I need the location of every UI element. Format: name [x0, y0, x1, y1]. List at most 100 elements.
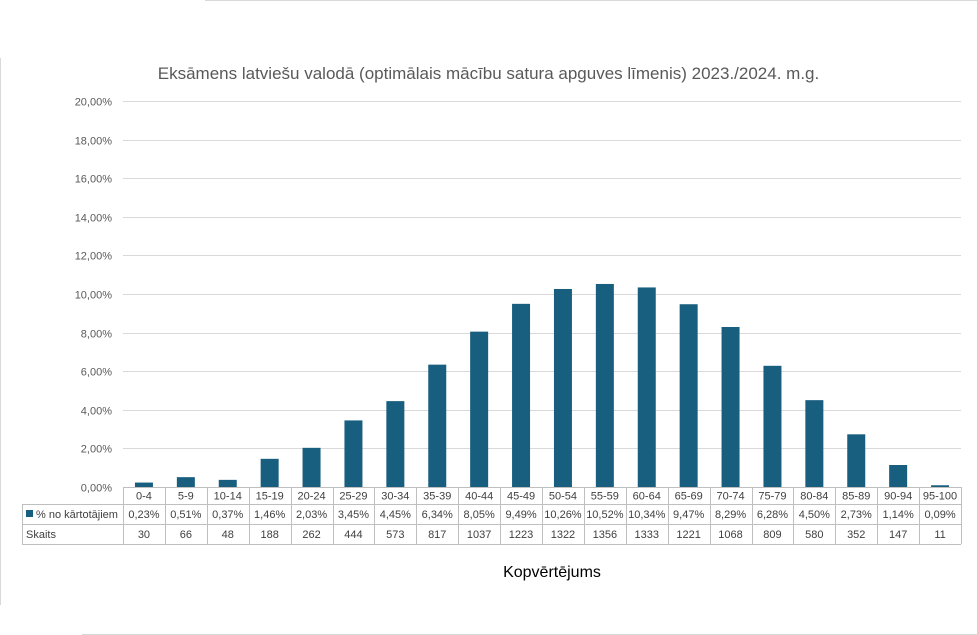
data-label: 10,26% — [544, 509, 582, 521]
y-tick-label: 2,00% — [81, 444, 112, 456]
table-cell: 1221 — [676, 529, 700, 541]
data-table: 0-4 5-9 10-14 15-19 20-24 25-29 30-34 35-39 40-4… — [22, 487, 962, 545]
bar — [428, 364, 447, 487]
table-cell: 580 — [805, 529, 823, 541]
table-cell: 147 — [889, 529, 907, 541]
y-axis-tick-labels: 0,00% 2,00% 4,00% 6,00% 8,00% 10,00% 12,00% 14,… — [75, 97, 113, 495]
x-tick-label: 15-19 — [256, 491, 284, 503]
table-cell: 352 — [847, 529, 865, 541]
data-label: 1,14% — [883, 509, 914, 521]
bar — [302, 447, 321, 487]
x-tick-label: 5-9 — [178, 491, 194, 503]
y-tick-label: 0,00% — [81, 483, 112, 495]
bar — [679, 304, 698, 487]
table-cell: 809 — [763, 529, 781, 541]
data-label: 4,45% — [380, 509, 411, 521]
x-tick-label: 25-29 — [339, 491, 367, 503]
table-cell: 1333 — [635, 529, 659, 541]
bar — [595, 283, 614, 487]
data-label: 2,73% — [841, 509, 872, 521]
data-label: 0,23% — [128, 509, 159, 521]
table-cell: 188 — [260, 529, 278, 541]
legend-swatch — [26, 510, 33, 517]
bar — [805, 400, 824, 487]
data-label: 2,03% — [296, 509, 327, 521]
x-tick-label: 95-100 — [923, 491, 957, 503]
data-label: 3,45% — [338, 509, 369, 521]
bar — [512, 303, 531, 487]
chart-title: Eksāmens latviešu valodā (optimālais māc… — [157, 64, 820, 83]
bar — [931, 485, 950, 487]
bar — [218, 479, 237, 487]
x-tick-label: 55-59 — [591, 491, 619, 503]
data-label: 0,51% — [170, 509, 201, 521]
table-row-label: % no kārtotājiem — [36, 509, 118, 521]
x-tick-label: 20-24 — [297, 491, 325, 503]
table-cell: 817 — [428, 529, 446, 541]
bar — [553, 288, 572, 487]
data-label: 4,50% — [799, 509, 830, 521]
y-tick-label: 6,00% — [81, 367, 112, 379]
table-cell: 262 — [302, 529, 320, 541]
table-cell: 1068 — [718, 529, 742, 541]
table-cell: 66 — [180, 529, 192, 541]
bar — [134, 482, 153, 487]
table-cell: 1356 — [593, 529, 617, 541]
table-cell: 1037 — [467, 529, 491, 541]
x-tick-label: 40-44 — [465, 491, 493, 503]
x-tick-label: 50-54 — [549, 491, 577, 503]
y-tick-label: 14,00% — [75, 213, 113, 225]
table-cell: 1223 — [509, 529, 533, 541]
data-label: 6,34% — [422, 509, 453, 521]
data-label: 1,46% — [254, 509, 285, 521]
data-label: 10,34% — [628, 509, 666, 521]
table-cell: 11 — [934, 529, 945, 541]
data-label: 10,52% — [586, 509, 624, 521]
y-tick-label: 4,00% — [81, 406, 112, 418]
table-cell: 573 — [386, 529, 404, 541]
bar — [847, 434, 866, 487]
table-cell: 444 — [344, 529, 362, 541]
y-tick-label: 8,00% — [81, 329, 112, 341]
x-tick-label: 90-94 — [884, 491, 912, 503]
bar — [260, 458, 279, 487]
bar — [889, 465, 908, 487]
bar — [721, 327, 740, 487]
y-tick-label: 12,00% — [75, 251, 113, 263]
x-tick-label: 70-74 — [716, 491, 744, 503]
data-label: 0,09% — [924, 509, 955, 521]
data-label: 6,28% — [757, 509, 788, 521]
data-label: 9,49% — [505, 509, 536, 521]
x-tick-label: 0-4 — [136, 491, 152, 503]
table-row-label: Skaits — [26, 529, 56, 541]
x-tick-label: 10-14 — [214, 491, 242, 503]
x-tick-label: 80-84 — [800, 491, 828, 503]
table-cell: 30 — [138, 529, 150, 541]
x-tick-label: 45-49 — [507, 491, 535, 503]
data-label: 8,05% — [464, 509, 495, 521]
bar — [470, 331, 489, 487]
table-cell: 48 — [222, 529, 234, 541]
data-label: 8,29% — [715, 509, 746, 521]
gridlines — [123, 101, 961, 449]
x-axis-title: Kopvērtējums — [503, 564, 601, 581]
y-tick-label: 20,00% — [75, 97, 113, 109]
bar — [386, 401, 405, 487]
x-tick-label: 65-69 — [675, 491, 703, 503]
y-tick-label: 10,00% — [75, 290, 113, 302]
x-tick-label: 60-64 — [633, 491, 661, 503]
bar — [763, 365, 782, 487]
data-label: 0,37% — [212, 509, 243, 521]
bar — [344, 420, 363, 487]
x-tick-label: 35-39 — [423, 491, 451, 503]
bar — [176, 477, 195, 487]
bars — [134, 283, 950, 487]
bar — [637, 287, 656, 487]
y-tick-label: 16,00% — [75, 174, 113, 186]
data-label: 9,47% — [673, 509, 704, 521]
x-tick-label: 75-79 — [758, 491, 786, 503]
x-tick-label: 30-34 — [381, 491, 409, 503]
table-cell: 1322 — [551, 529, 575, 541]
x-tick-label: 85-89 — [842, 491, 870, 503]
